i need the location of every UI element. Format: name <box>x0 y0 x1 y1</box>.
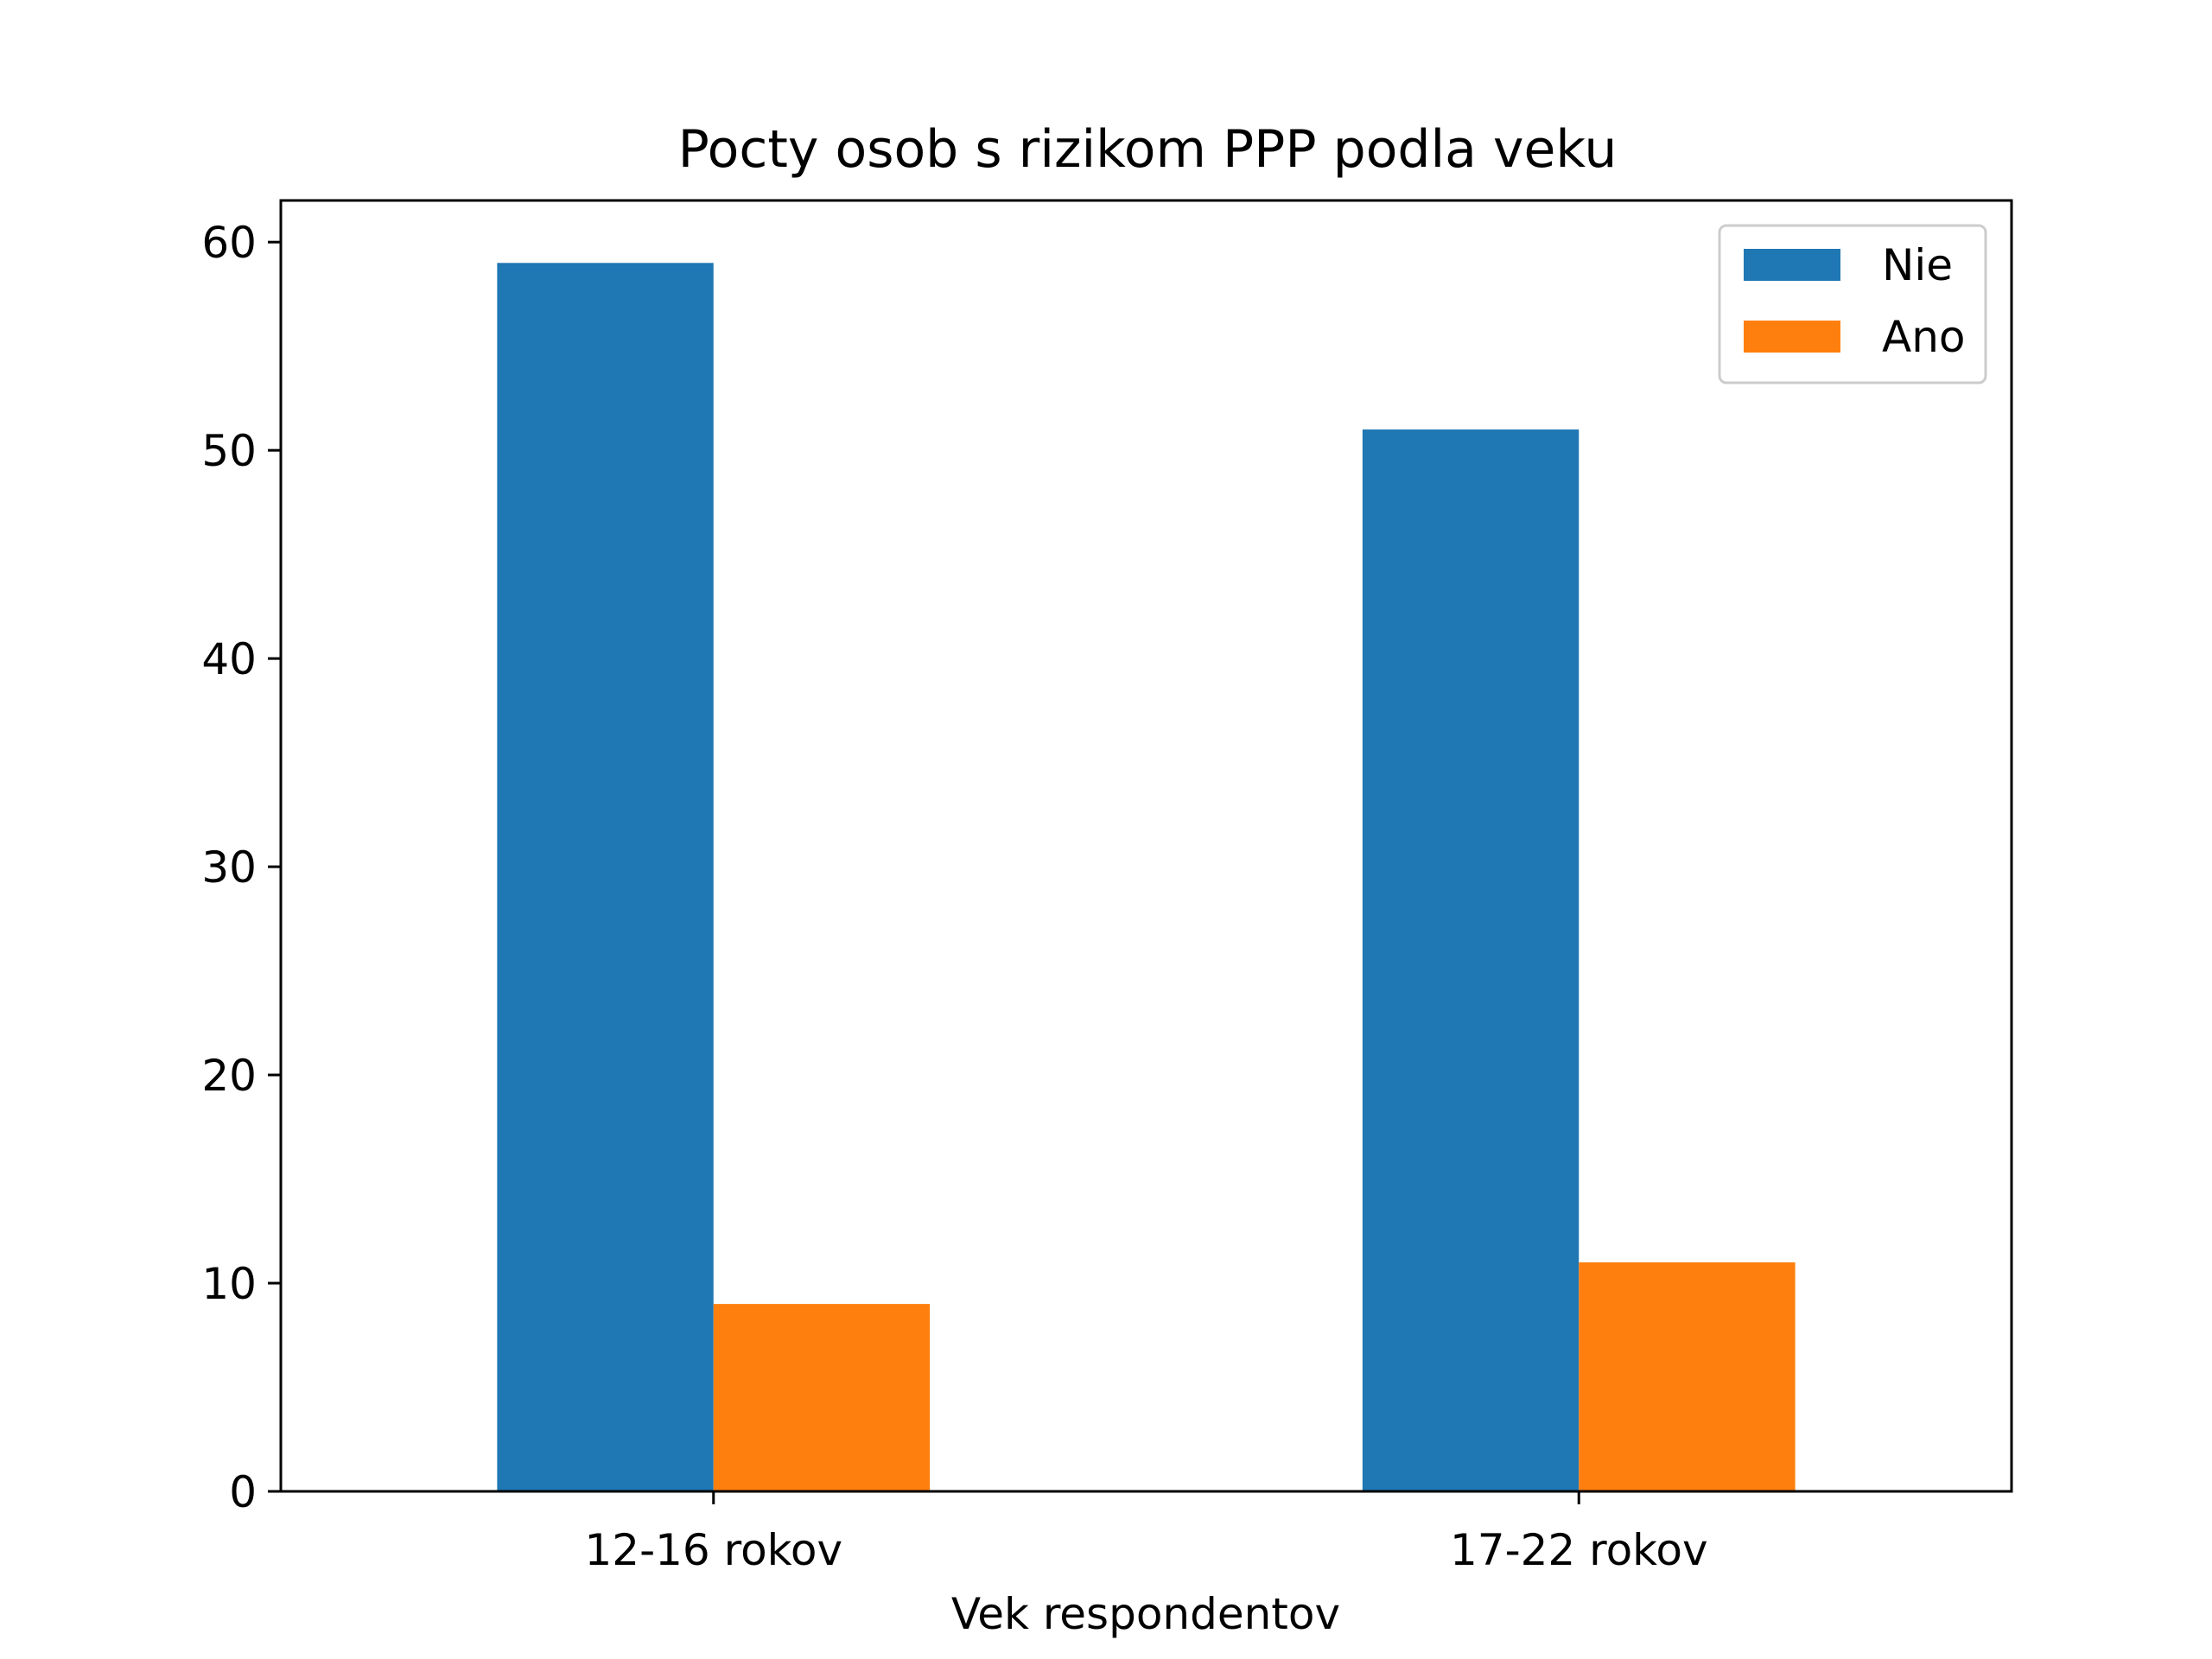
x-tick-label: 12-16 rokov <box>584 1525 842 1575</box>
y-axis-ticks: 0 10 20 30 40 50 60 <box>201 218 281 1517</box>
bar-ano-0 <box>713 1304 931 1491</box>
legend-label-nie: Nie <box>1882 240 1953 290</box>
legend-label-ano: Ano <box>1882 312 1965 362</box>
bar-ano-1 <box>1579 1262 1796 1491</box>
x-axis-label: Vek respondentov <box>951 1589 1340 1639</box>
legend: Nie Ano <box>1718 224 1987 385</box>
y-tick-label: 0 <box>229 1467 257 1517</box>
plot-frame <box>279 199 2013 1493</box>
bar-nie-0 <box>497 263 714 1492</box>
legend-items: Nie Ano <box>1744 240 1965 362</box>
legend-swatch-ano <box>1744 321 1840 353</box>
y-tick-label: 30 <box>201 842 257 893</box>
y-tick-label: 60 <box>201 218 257 268</box>
legend-swatch-nie <box>1744 249 1840 281</box>
y-tick-label: 50 <box>201 426 257 476</box>
chart-title: Pocty osob s rizikom PPP podla veku <box>678 119 1618 180</box>
y-tick-label: 20 <box>201 1051 257 1101</box>
bars-layer <box>497 263 1796 1492</box>
bar-nie-1 <box>1362 429 1580 1492</box>
y-tick-label: 10 <box>201 1259 257 1309</box>
y-tick-label: 40 <box>201 634 257 684</box>
x-tick-label: 17-22 rokov <box>1450 1525 1708 1575</box>
x-axis-ticks: 12-16 rokov 17-22 rokov <box>584 1491 1708 1575</box>
